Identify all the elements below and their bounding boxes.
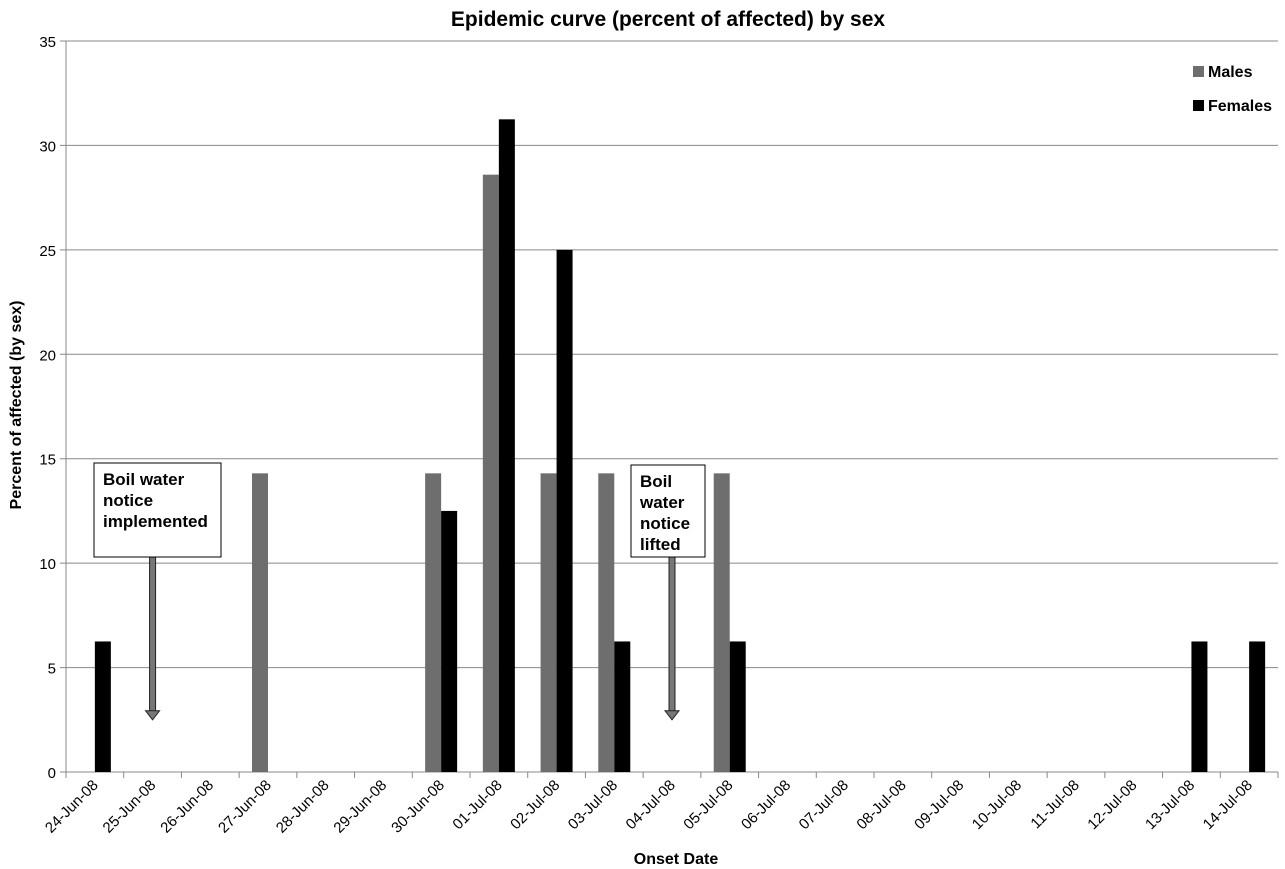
x-axis-ticks: 24-Jun-0825-Jun-0826-Jun-0827-Jun-0828-J…: [42, 777, 1256, 837]
x-tick-label: 27-Jun-08: [215, 777, 275, 837]
annotations-layer: Boil water notice implemented Boil water noti…: [93, 462, 706, 721]
x-tick-label: 26-Jun-08: [157, 777, 217, 837]
bar-males-03-Jul-08: [598, 473, 615, 772]
x-tick-label: 30-Jun-08: [388, 777, 448, 837]
bar-females-13-Jul-08: [1191, 641, 1208, 772]
x-axis-title: Onset Date: [634, 851, 719, 868]
x-tick-label: 03-Jul-08: [565, 777, 621, 833]
annotation-box: [630, 464, 706, 558]
x-tick-label: 08-Jul-08: [853, 777, 909, 833]
x-tick-label: 11-Jul-08: [1027, 777, 1082, 832]
y-tick-label: 30: [39, 138, 56, 155]
x-tick-label: 04-Jul-08: [623, 777, 679, 833]
legend-label-males: Males: [1208, 64, 1253, 81]
bar-females-01-Jul-08: [498, 119, 515, 773]
bar-females-05-Jul-08: [729, 641, 746, 772]
y-axis-title: Percent of affected (by sex): [8, 301, 25, 510]
x-tick-label: 02-Jul-08: [507, 777, 563, 833]
annotation-arrow-shaft: [668, 556, 676, 713]
annotation-text-line: notice: [103, 491, 153, 510]
x-tick-label: 29-Jun-08: [330, 777, 390, 837]
y-axis-ticks: 0 5 10 15 20 25 30 35: [39, 34, 56, 782]
y-tick-label: 15: [39, 452, 56, 469]
legend-label-females: Females: [1208, 98, 1272, 115]
x-tick-label: 09-Jul-08: [911, 777, 967, 833]
x-tick-label: 28-Jun-08: [273, 777, 333, 837]
x-tick-label: 14-Jul-08: [1200, 777, 1256, 833]
bar-males-30-Jun-08: [425, 473, 442, 772]
bar-males-01-Jul-08: [482, 174, 499, 772]
x-tick-label: 12-Jul-08: [1084, 777, 1140, 833]
x-tick-label: 06-Jul-08: [738, 777, 794, 833]
bar-females-02-Jul-08: [556, 249, 573, 772]
chart-title: Epidemic curve (percent of affected) by …: [451, 8, 885, 31]
y-tick-label: 20: [39, 347, 56, 364]
annotation-arrow-shaft: [149, 556, 157, 713]
x-tick-label: 07-Jul-08: [796, 777, 852, 833]
legend-swatch-females: [1193, 100, 1204, 111]
bar-females-30-Jun-08: [441, 510, 458, 772]
y-tick-label: 10: [39, 556, 56, 573]
bars-layer: [94, 119, 1266, 773]
annotation-box: [93, 462, 222, 558]
bar-females-03-Jul-08: [614, 641, 631, 772]
y-tick-label: 35: [39, 34, 56, 51]
annotation-text-line: Boil: [640, 472, 672, 491]
bar-males-27-Jun-08: [252, 473, 268, 772]
x-tick-label: 24-Jun-08: [42, 777, 102, 837]
x-tick-label: 05-Jul-08: [680, 777, 736, 833]
y-tick-label: 5: [48, 661, 56, 678]
x-tick-label: 01-Jul-08: [449, 777, 505, 833]
legend: Males Females: [1193, 64, 1272, 115]
y-tick-label: 0: [48, 765, 56, 782]
annotation-2: Boil water notice lifted: [630, 464, 706, 721]
legend-swatch-males: [1193, 66, 1204, 77]
y-tick-label: 25: [39, 243, 56, 260]
x-tick-label: 25-Jun-08: [100, 777, 160, 837]
x-tick-label: 13-Jul-08: [1142, 777, 1198, 833]
annotation-text-line: implemented: [103, 512, 208, 531]
annotation-text-line: notice: [640, 514, 690, 533]
annotation-1: Boil water notice implemented: [93, 462, 222, 721]
bar-females-24-Jun-08: [94, 641, 111, 772]
annotation-text-line: Boil water: [103, 470, 185, 489]
bar-males-02-Jul-08: [540, 473, 557, 772]
annotation-arrow-head: [144, 710, 161, 721]
bar-males-05-Jul-08: [713, 473, 730, 772]
x-tick-label: 10-Jul-08: [969, 777, 1025, 833]
annotation-text-line: lifted: [640, 535, 681, 554]
annotation-text-line: water: [639, 493, 685, 512]
annotation-arrow-head: [663, 710, 681, 721]
bar-females-14-Jul-08: [1249, 641, 1266, 772]
